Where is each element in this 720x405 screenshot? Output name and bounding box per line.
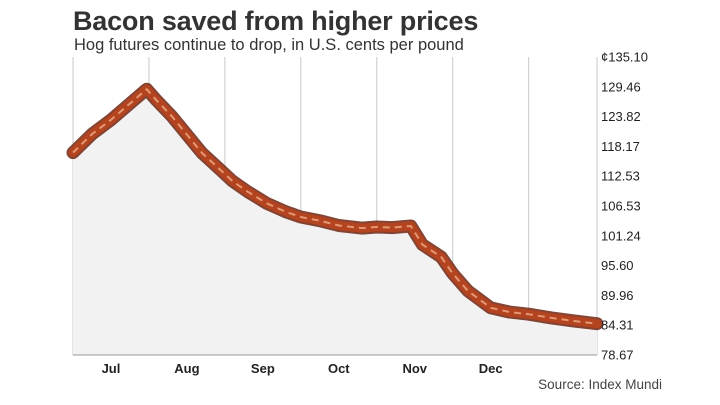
chart-subtitle: Hog futures continue to drop, in U.S. ce… — [74, 36, 464, 54]
y-tick-label: 89.96 — [601, 288, 634, 303]
y-tick-label: 123.82 — [601, 109, 641, 124]
y-tick-label: 78.67 — [601, 348, 634, 363]
y-tick-label: 106.53 — [601, 199, 641, 214]
y-tick-label: 129.46 — [601, 79, 641, 94]
y-tick-label: 118.17 — [601, 139, 640, 154]
y-tick-label: 95.60 — [601, 258, 634, 273]
series-line-highlight — [72, 88, 598, 325]
x-tick-label: Jul — [102, 361, 121, 376]
y-tick-label: 84.31 — [601, 318, 634, 333]
chart-title: Bacon saved from higher prices — [73, 6, 479, 36]
x-tick-label: Oct — [328, 361, 350, 376]
x-tick-label: Aug — [174, 361, 199, 376]
x-tick-label: Nov — [402, 361, 427, 376]
y-tick-label: ¢135.10 — [601, 50, 648, 65]
source-note: Source: Index Mundi — [538, 377, 662, 392]
y-tick-label: 101.24 — [601, 228, 641, 243]
x-tick-label: Sep — [251, 361, 275, 376]
x-axis: Jul Aug Sep Oct Nov Dec — [102, 361, 503, 376]
y-tick-label: 112.53 — [601, 169, 640, 184]
x-tick-label: Dec — [479, 361, 503, 376]
y-axis: ¢135.10 129.46 123.82 118.17 112.53 106.53 101… — [601, 50, 648, 363]
